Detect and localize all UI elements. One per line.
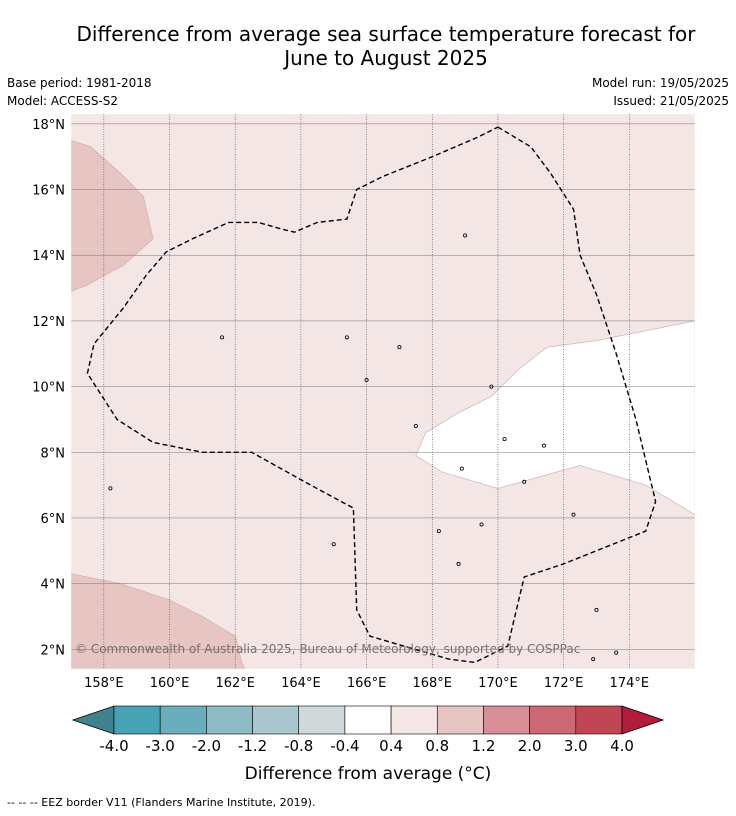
lat-tick-label: 6°N	[41, 512, 66, 527]
island-marker	[571, 512, 576, 517]
lat-tick-label: 2°N	[41, 643, 66, 658]
model-name: Model: ACCESS-S2	[7, 94, 119, 108]
lat-tick-label: 10°N	[32, 381, 65, 396]
colorbar-bin	[436, 705, 484, 735]
colorbar-tick-label: -2.0	[192, 737, 221, 755]
lon-tick-label: 170°E	[478, 676, 518, 691]
meta-left: Base period: 1981-2018 Model: ACCESS-S2	[7, 74, 152, 110]
lon-tick-label: 160°E	[150, 676, 190, 691]
colorbar-bin	[298, 705, 346, 735]
map-frame	[70, 113, 696, 670]
island-marker	[344, 335, 349, 340]
colorbar-tick-label: -0.4	[330, 737, 359, 755]
island-marker	[331, 542, 336, 547]
colorbar-tick-label: 0.8	[425, 737, 449, 755]
lon-tick-label: 164°E	[281, 676, 321, 691]
lon-tick-label: 166°E	[347, 676, 387, 691]
lon-tick-label: 168°E	[412, 676, 452, 691]
eez-footer-note: -- -- -- EEZ border V11 (Flanders Marine…	[7, 796, 316, 809]
colorbar-bin	[390, 705, 438, 735]
island-marker	[220, 335, 225, 340]
island-marker	[413, 423, 418, 428]
lon-tick-label: 174°E	[610, 676, 650, 691]
colorbar-bin	[159, 705, 207, 735]
colorbar-tick-label: 1.2	[472, 737, 496, 755]
colorbar-tick-label: 0.4	[379, 737, 403, 755]
island-marker	[591, 657, 596, 662]
colorbar-tick-label: 2.0	[518, 737, 542, 755]
island-marker	[489, 384, 494, 389]
map-title: Difference from average sea surface temp…	[0, 22, 736, 70]
eez-border	[86, 126, 657, 664]
colorbar-tick-label: 3.0	[564, 737, 588, 755]
anomaly-region-2	[415, 320, 695, 516]
island-marker	[456, 561, 461, 566]
lon-tick-label: 158°E	[84, 676, 124, 691]
colorbar-tick-label: -1.2	[238, 737, 267, 755]
colorbar-tick-label: -4.0	[99, 737, 128, 755]
anomaly-region-0	[71, 139, 154, 292]
colorbar-bin	[529, 705, 577, 735]
issued-date: Issued: 21/05/2025	[613, 94, 729, 108]
meta-right: Model run: 19/05/2025 Issued: 21/05/2025	[592, 74, 729, 110]
colorbar-tick-label: -3.0	[146, 737, 175, 755]
lon-tick-label: 172°E	[544, 676, 584, 691]
island-marker	[459, 466, 464, 471]
colorbar-tick-label: -0.8	[284, 737, 313, 755]
lat-tick-label: 16°N	[32, 184, 65, 199]
island-marker	[594, 607, 599, 612]
island-marker	[397, 345, 402, 350]
island-marker	[436, 529, 441, 534]
island-marker	[463, 233, 468, 238]
lat-tick-label: 4°N	[41, 578, 66, 593]
island-marker	[522, 479, 527, 484]
lon-tick-label: 162°E	[215, 676, 255, 691]
copyright-text: © Commonwealth of Australia 2025, Bureau…	[75, 642, 580, 656]
map-content: © Commonwealth of Australia 2025, Bureau…	[71, 114, 695, 669]
lat-tick-label: 12°N	[32, 315, 65, 330]
anomaly-region-1	[71, 573, 246, 669]
island-marker	[541, 443, 546, 448]
title-line-1: Difference from average sea surface temp…	[76, 22, 696, 46]
colorbar-bin	[206, 705, 253, 735]
island-marker	[614, 650, 619, 655]
island-marker	[479, 522, 484, 527]
colorbar-bin	[575, 705, 623, 735]
colorbar-under-arrow	[71, 705, 115, 735]
island-marker	[502, 437, 507, 442]
island-marker	[364, 378, 369, 383]
colorbar-bin	[483, 705, 530, 735]
colorbar-tick-label: 4.0	[610, 737, 634, 755]
island-marker	[108, 486, 113, 491]
lat-tick-label: 14°N	[32, 249, 65, 264]
colorbar-over-arrow	[621, 705, 665, 735]
lat-tick-label: 8°N	[41, 446, 66, 461]
colorbar-bin	[113, 705, 161, 735]
colorbar-bin	[252, 705, 300, 735]
colorbar-bin	[344, 705, 392, 735]
model-run: Model run: 19/05/2025	[591, 76, 729, 90]
lat-tick-label: 18°N	[32, 118, 65, 133]
colorbar-label: Difference from average (°C)	[244, 764, 492, 784]
title-line-2: June to August 2025	[284, 46, 488, 70]
base-period: Base period: 1981-2018	[7, 76, 152, 90]
colorbar: -4.0 -3.0 -2.0 -1.2 -0.8 -0.4 0.4 0.8 1.2 2.0 3.0 4…	[71, 705, 665, 755]
